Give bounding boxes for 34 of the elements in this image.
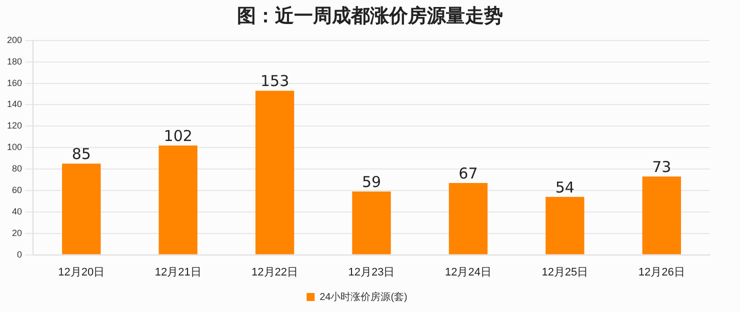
x-tick-label: 12月23日 xyxy=(348,266,395,278)
x-tick-label: 12月24日 xyxy=(444,266,492,278)
data-label: 73 xyxy=(652,158,672,176)
bar xyxy=(352,192,391,254)
y-tick-label: 160 xyxy=(6,78,22,88)
y-tick-label: 120 xyxy=(6,120,22,131)
x-tick-label: 12月25日 xyxy=(542,266,588,278)
data-label: 59 xyxy=(362,172,382,191)
x-tick-label: 12月22日 xyxy=(252,266,298,278)
data-label: 67 xyxy=(458,164,478,182)
x-tick-label: 12月21日 xyxy=(154,266,202,278)
bar xyxy=(255,90,294,254)
x-tick-label: 12月26日 xyxy=(638,266,685,278)
bar xyxy=(642,176,681,254)
data-label: 102 xyxy=(164,126,192,145)
data-label: 54 xyxy=(555,178,574,196)
y-tick-label: 60 xyxy=(12,184,22,195)
y-tick-label: 40 xyxy=(12,206,22,216)
y-tick-label: 100 xyxy=(6,142,22,152)
y-tick-label: 0 xyxy=(17,249,22,260)
y-tick-label: 80 xyxy=(12,164,22,174)
y-tick-label: 20 xyxy=(12,228,22,238)
legend-label: 24小时涨价房源(套) xyxy=(320,290,408,303)
y-tick-label: 140 xyxy=(6,99,22,110)
bar xyxy=(158,145,198,254)
chart-title: 图：近一周成都涨价房源量走势 xyxy=(236,4,504,29)
bar xyxy=(448,182,488,254)
y-tick-label: 180 xyxy=(6,56,22,66)
bar xyxy=(546,196,584,254)
y-tick-label: 200 xyxy=(6,34,22,45)
bar xyxy=(62,164,101,254)
data-label: 153 xyxy=(260,72,290,90)
x-tick-label: 12月20日 xyxy=(58,266,105,278)
data-label: 85 xyxy=(72,145,91,164)
